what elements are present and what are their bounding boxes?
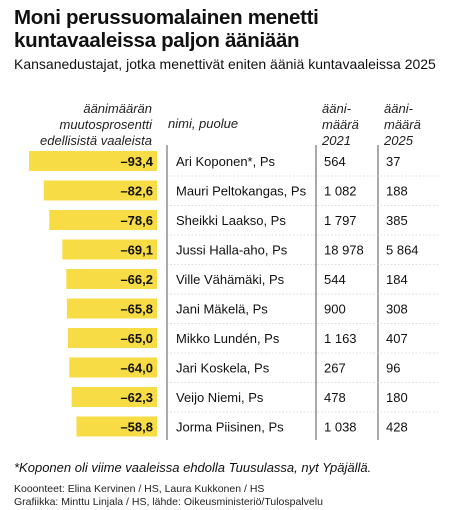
bar-value-label: –82,6 — [120, 184, 153, 199]
votes-2021-value: 267 — [324, 361, 346, 376]
votes-2025-value: 5 864 — [386, 243, 419, 258]
bar-value-label: –78,6 — [120, 213, 153, 228]
bar-value-label: –65,8 — [120, 302, 153, 317]
chart-title: Moni perussuomalainen menetti kuntavaale… — [14, 6, 319, 52]
bar — [67, 328, 157, 348]
credit-line: Kooonteet: Elina Kervinen / HS, Laura Ku… — [14, 483, 265, 495]
bar — [66, 298, 157, 319]
votes-2025-value: 184 — [386, 272, 408, 287]
votes-2021-value: 478 — [324, 390, 346, 405]
credits: Kooonteet: Elina Kervinen / HS, Laura Ku… — [14, 483, 444, 508]
category-label: Mikko Lundén, Ps — [176, 331, 280, 346]
bar-value-label: –58,8 — [120, 420, 153, 435]
votes-2025-value: 428 — [386, 420, 408, 435]
bar-value-label: –64,0 — [120, 361, 153, 376]
votes-2025-value: 407 — [386, 331, 408, 346]
votes-2025-value: 37 — [386, 154, 400, 169]
votes-2025-value: 308 — [386, 302, 408, 317]
bar — [43, 180, 158, 201]
votes-2021-value: 564 — [324, 154, 346, 169]
category-label: Ville Vähämäki, Ps — [176, 272, 285, 287]
footnote: *Koponen oli viime vaaleissa ehdolla Tuu… — [14, 460, 372, 475]
votes-2021-value: 1 163 — [324, 331, 357, 346]
votes-2021-value: 18 978 — [324, 243, 364, 258]
bar-value-label: –93,4 — [120, 154, 153, 169]
header-name: nimi, puolue — [168, 116, 239, 131]
votes-2021-value: 544 — [324, 272, 346, 287]
chart-subtitle: Kansanedustajat, jotka menettivät eniten… — [14, 56, 436, 72]
bar — [62, 239, 157, 260]
votes-2025-value: 188 — [386, 184, 408, 199]
votes-2025-value: 96 — [386, 361, 400, 376]
header-votes-2025: ääni-määrä 2025 — [384, 101, 421, 148]
category-label: Jani Mäkelä, Ps — [176, 302, 268, 317]
votes-2025-value: 180 — [386, 390, 408, 405]
bar — [69, 357, 157, 378]
category-label: Jari Koskela, Ps — [176, 361, 270, 376]
bar — [49, 210, 157, 230]
bar — [71, 387, 157, 407]
category-label: Ari Koponen*, Ps — [176, 154, 276, 169]
bar-value-label: –65,0 — [120, 331, 153, 346]
category-label: Veijo Niemi, Ps — [176, 390, 264, 405]
header-change: äänimäärän muutosprosentti edellisistä v… — [40, 101, 153, 148]
votes-2021-value: 1 038 — [324, 420, 357, 435]
votes-2021-value: 1 082 — [324, 184, 357, 199]
bar-value-label: –69,1 — [120, 243, 153, 258]
category-label: Jussi Halla-aho, Ps — [176, 243, 288, 258]
bar-value-label: –62,3 — [120, 390, 153, 405]
category-label: Jorma Piisinen, Ps — [176, 420, 284, 435]
bar — [66, 269, 157, 289]
votes-2021-value: 1 797 — [324, 213, 357, 228]
bar-value-label: –66,2 — [120, 272, 153, 287]
votes-2025-value: 385 — [386, 213, 408, 228]
category-label: Sheikki Laakso, Ps — [176, 213, 286, 228]
bar — [29, 151, 157, 171]
bar — [76, 416, 157, 437]
header-votes-2021: ääni-määrä 2021 — [322, 101, 359, 148]
votes-2021-value: 900 — [324, 302, 346, 317]
credit-line: Grafiikka: Minttu Linjala / HS, lähde: O… — [14, 495, 323, 508]
category-label: Mauri Peltokangas, Ps — [176, 184, 307, 199]
